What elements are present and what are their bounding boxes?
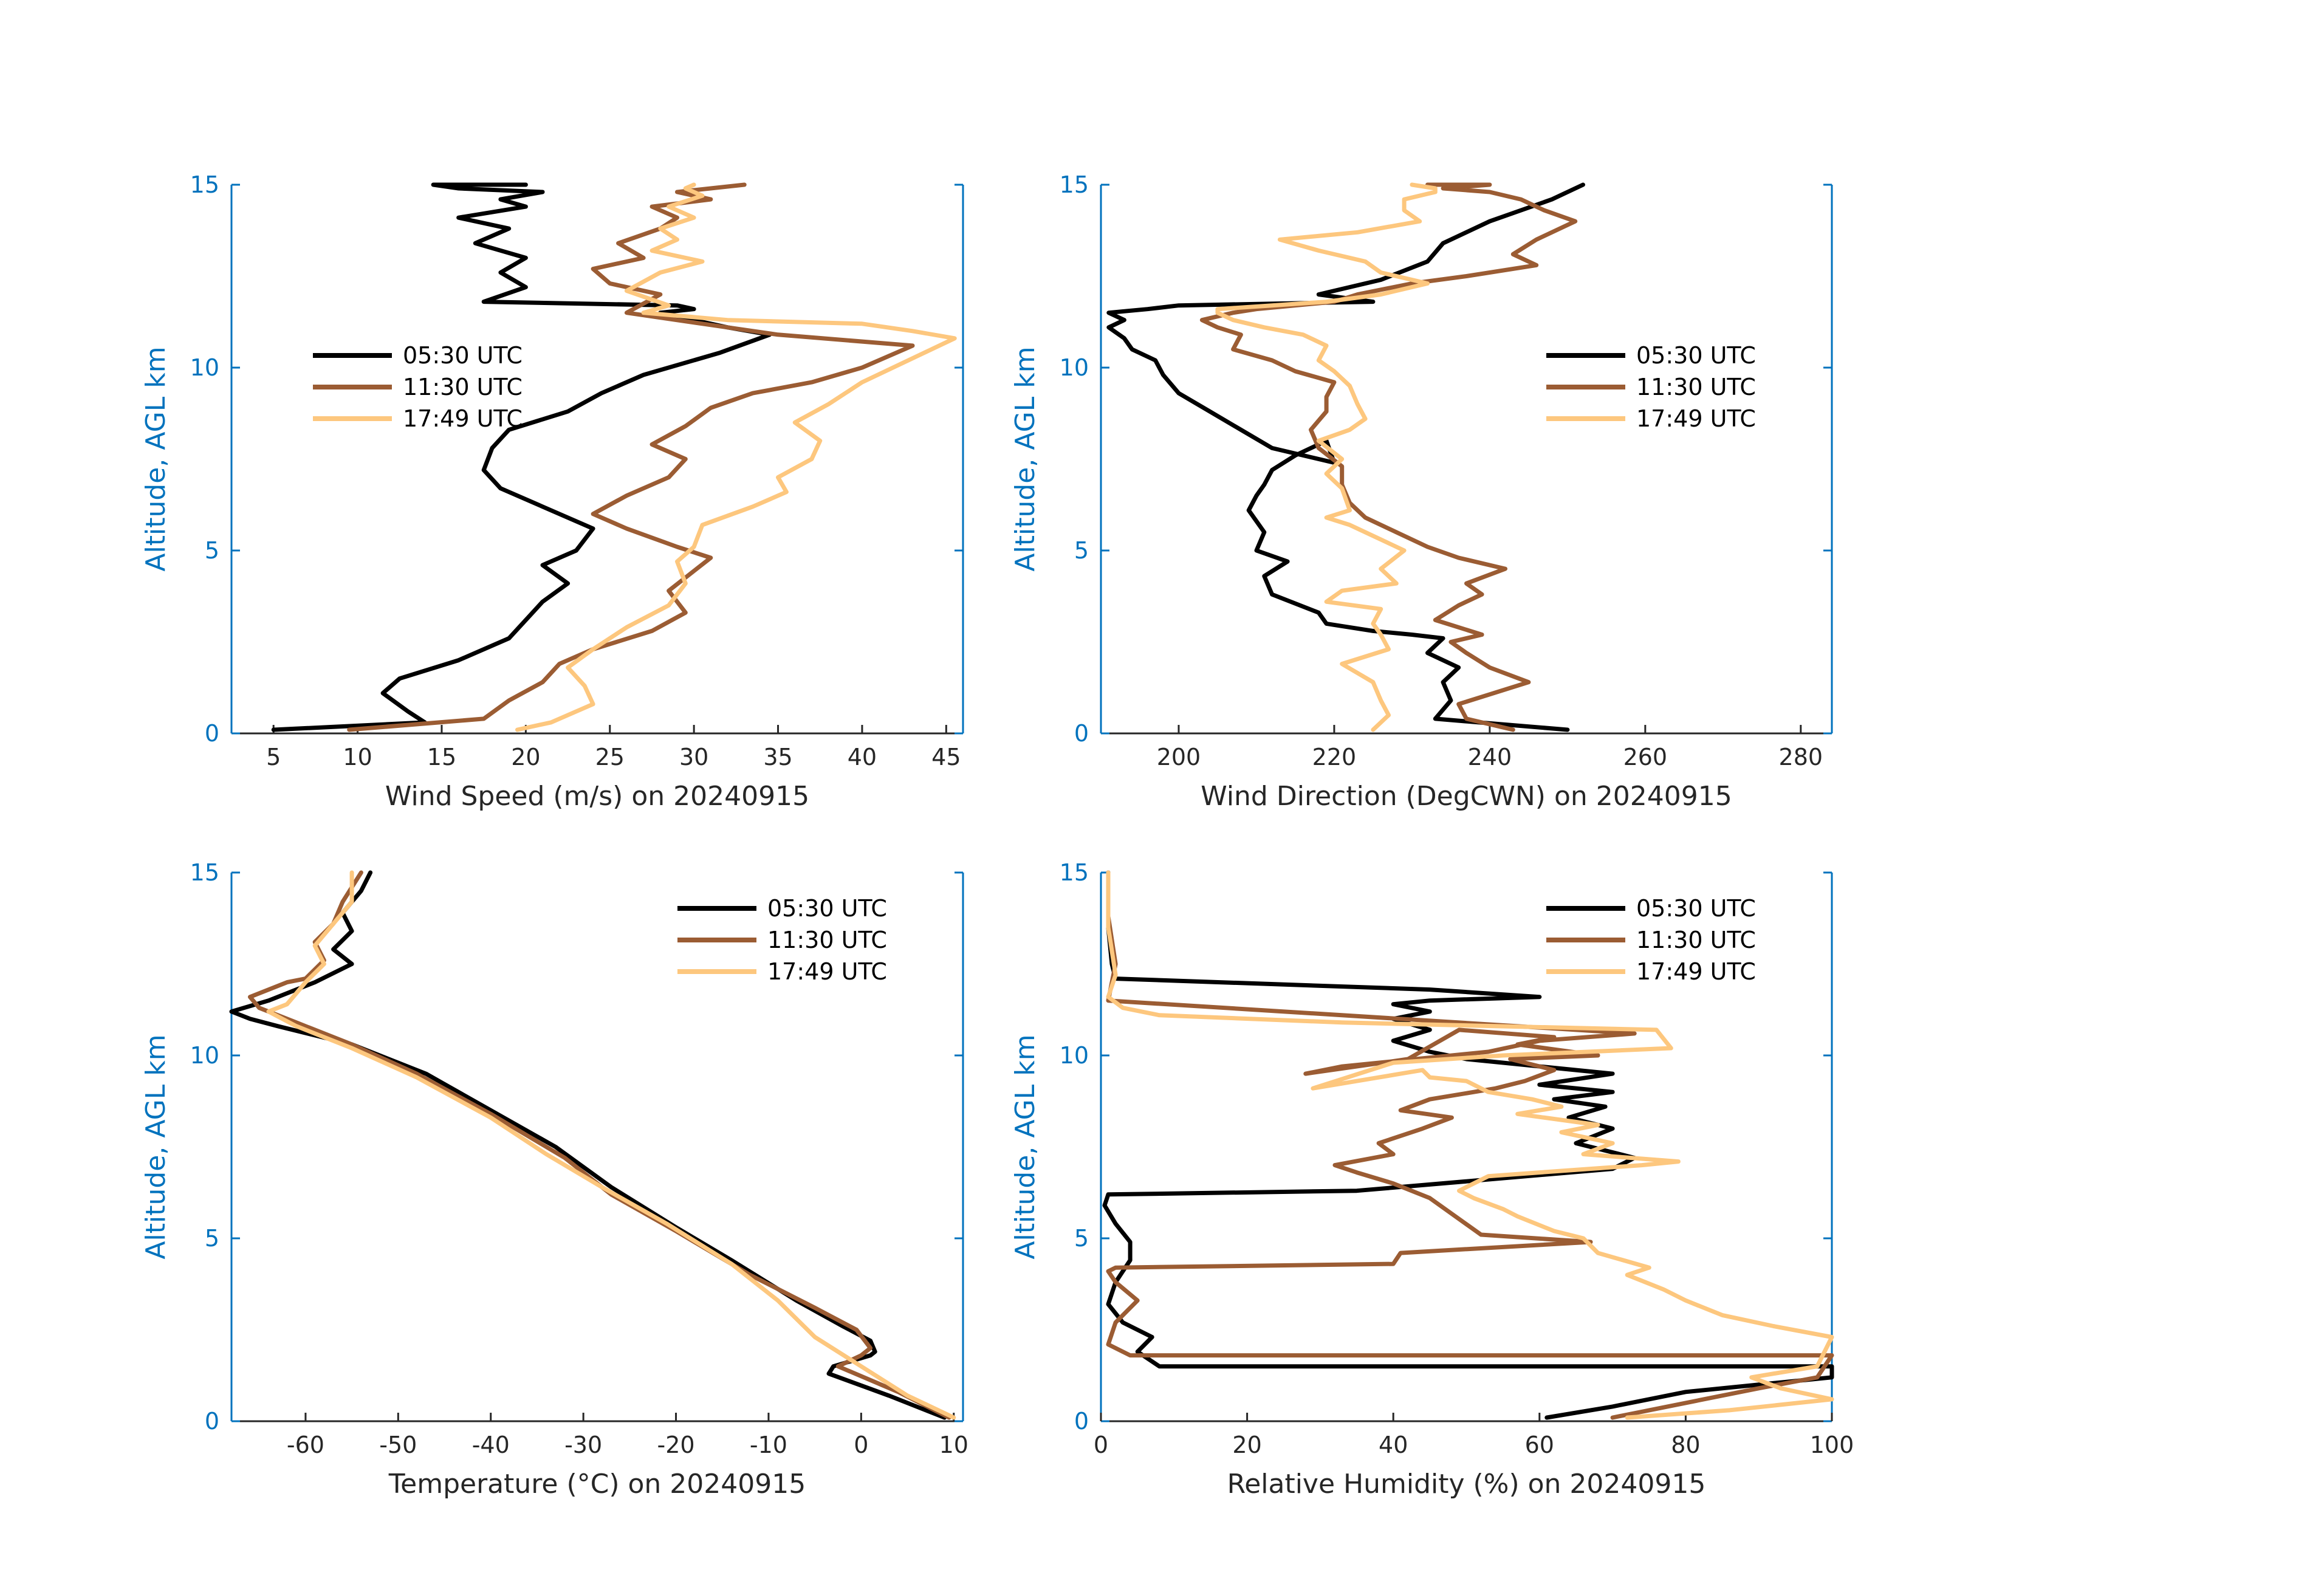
wind-direction-series-1130utc [1199,182,1578,732]
temperature-x-tick-label: -20 [657,1432,695,1458]
relative-humidity-y-axis-label: Altitude, AGL km [1010,1034,1041,1259]
temperature-x-tick-label: 0 [854,1432,868,1458]
temperature-series-0530utc [229,870,947,1420]
wind-direction-y-tick-label: 5 [1074,537,1089,564]
temperature-x-tick-label: -40 [472,1432,510,1458]
temperature-x-tick-label: -30 [564,1432,602,1458]
wind-speed-legend-label: 05:30 UTC [403,342,523,369]
wind-direction-y-tick-label: 0 [1074,720,1089,747]
wind-speed-legend-label: 11:30 UTC [403,374,523,400]
temperature-x-tick-label: -50 [379,1432,417,1458]
wind-direction-series-0530utc [1106,182,1585,732]
wind-direction-x-tick-label: 240 [1468,744,1512,770]
relative-humidity-x-axis-label: Relative Humidity (%) on 20240915 [1227,1469,1706,1500]
wind-speed-x-tick-label: 15 [427,744,456,770]
wind-speed-x-tick-label: 45 [931,744,961,770]
wind-direction-chart: 0 5 10 15 200 220 240 260 280 Wind Direction (Deg… [1010,171,1833,812]
wind-speed-y-tick-label: 15 [190,171,219,198]
wind-speed-x-tick-label: 20 [511,744,540,770]
wind-direction-x-axis-label: Wind Direction (DegCWN) on 20240915 [1201,781,1732,812]
wind-direction-legend-label: 11:30 UTC [1636,374,1756,400]
relative-humidity-y-tick-label: 15 [1060,859,1089,886]
relative-humidity-chart: 0 5 10 15 0 20 40 60 80 100 Relative Humidity (%) … [1010,859,1854,1500]
temperature-series-1749utc [266,870,956,1420]
wind-speed-x-tick-label: 5 [266,744,281,770]
relative-humidity-series-1130utc [1106,870,1834,1420]
relative-humidity-x-tick-label: 100 [1810,1432,1854,1458]
relative-humidity-x-tick-label: 80 [1671,1432,1700,1458]
temperature-legend-label: 17:49 UTC [767,958,887,985]
temperature-y-axis-label: Altitude, AGL km [140,1034,171,1259]
temperature-y-tick-label: 15 [190,859,219,886]
wind-direction-x-tick-label: 280 [1779,744,1823,770]
temperature-series-1130utc [248,870,951,1420]
wind-speed-x-tick-label: 25 [595,744,625,770]
relative-humidity-series-0530utc [1102,870,1834,1420]
wind-direction-legend-label: 17:49 UTC [1636,405,1756,432]
wind-direction-y-axis-label: Altitude, AGL km [1010,346,1041,571]
relative-humidity-x-tick-label: 40 [1379,1432,1408,1458]
relative-humidity-y-tick-label: 10 [1060,1042,1089,1069]
relative-humidity-series-1749utc [1106,870,1834,1420]
wind-speed-y-tick-label: 0 [205,720,219,747]
relative-humidity-legend-label: 11:30 UTC [1636,927,1756,953]
wind-speed-y-tick-label: 10 [190,354,219,381]
relative-humidity-y-tick-label: 5 [1074,1225,1089,1252]
wind-speed-x-tick-label: 40 [848,744,877,770]
temperature-y-tick-label: 0 [205,1408,219,1435]
relative-humidity-legend-label: 05:30 UTC [1636,895,1756,922]
wind-speed-series-1749utc [515,182,957,732]
wind-speed-y-tick-label: 5 [205,537,219,564]
wind-speed-x-tick-label: 35 [763,744,792,770]
wind-speed-y-axis-label: Altitude, AGL km [140,346,171,571]
temperature-chart: 0 5 10 15 -60 -50 -40 -30 -20 -10 0 10 Temperature (… [140,859,968,1500]
temperature-y-tick-label: 5 [205,1225,219,1252]
wind-direction-y-tick-label: 15 [1060,171,1089,198]
wind-direction-series-1749utc [1215,182,1438,732]
relative-humidity-x-tick-label: 60 [1525,1432,1554,1458]
wind-direction-x-tick-label: 200 [1157,744,1201,770]
relative-humidity-legend-label: 17:49 UTC [1636,958,1756,985]
relative-humidity-x-tick-label: 20 [1232,1432,1261,1458]
relative-humidity-x-tick-label: 0 [1094,1432,1108,1458]
wind-direction-legend-label: 05:30 UTC [1636,342,1756,369]
wind-direction-x-tick-label: 260 [1623,744,1668,770]
temperature-y-tick-label: 10 [190,1042,219,1069]
temperature-x-tick-label: -10 [750,1432,787,1458]
wind-direction-y-tick-label: 10 [1060,354,1089,381]
temperature-x-tick-label: 10 [939,1432,968,1458]
wind-speed-series-1130utc [347,182,915,732]
wind-speed-x-tick-label: 30 [679,744,708,770]
wind-direction-x-tick-label: 220 [1312,744,1357,770]
wind-speed-legend-label: 17:49 UTC [403,405,523,432]
temperature-legend-label: 11:30 UTC [767,927,887,953]
temperature-legend-label: 05:30 UTC [767,895,887,922]
temperature-x-tick-label: -60 [287,1432,324,1458]
wind-speed-chart: 0 5 10 15 5 10 15 20 25 30 35 40 45 Wind Speed (m/s) … [140,171,964,812]
wind-speed-x-tick-label: 10 [343,744,372,770]
wind-speed-series-0530utc [271,182,772,732]
wind-speed-x-axis-label: Wind Speed (m/s) on 20240915 [385,781,809,812]
temperature-x-axis-label: Temperature (°C) on 20240915 [388,1469,806,1500]
relative-humidity-y-tick-label: 0 [1074,1408,1089,1435]
